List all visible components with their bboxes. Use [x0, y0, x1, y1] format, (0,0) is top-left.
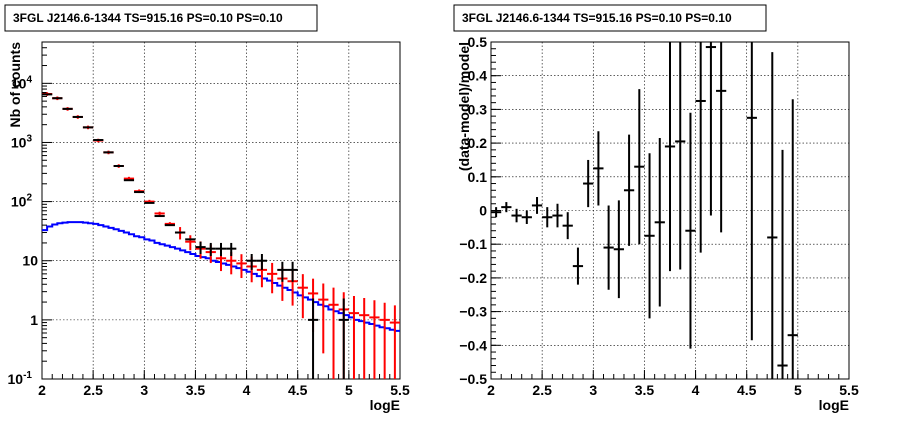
residual-point: [491, 207, 502, 218]
residual-y-tick-label: −0.4: [459, 337, 487, 353]
data-point: [246, 253, 257, 270]
residual-y-tick-label: 0.5: [468, 34, 488, 50]
data-point: [215, 242, 227, 257]
counts-y-axis-label: Nb of counts: [7, 42, 23, 128]
residual-x-axis-label: logE: [819, 397, 849, 413]
counts-x-tick-label: 4: [243, 382, 251, 398]
counts-x-tick-label: 3: [140, 382, 148, 398]
residual-point: [542, 207, 553, 228]
residual-point: [572, 247, 584, 285]
model-bin-marker: [236, 254, 247, 279]
model-bin-marker: [185, 235, 196, 251]
residual-point: [695, 42, 706, 253]
data-point: [256, 253, 268, 270]
model-bin-marker: [359, 298, 370, 379]
model-bin-marker: [348, 295, 360, 379]
model-bin-marker: [328, 287, 339, 379]
residual-point: [511, 208, 522, 223]
residual-y-tick-label: 0.1: [468, 169, 488, 185]
residual-point: [623, 134, 635, 246]
residual-y-tick-label: 0: [479, 203, 487, 219]
residual-point: [746, 42, 757, 341]
model-histogram-line: [42, 221, 400, 332]
counts-panel: 3FGL J2146.6-1344 TS=915.16 PS=0.10 PS=0…: [4, 4, 410, 413]
counts-x-tick-label: 4.5: [288, 382, 308, 398]
residual-point: [664, 42, 676, 272]
residual-y-tick-label: 0.4: [468, 68, 488, 84]
residual-x-tick-label: 2.5: [532, 382, 552, 398]
data-point: [287, 261, 298, 282]
model-bin-marker: [297, 274, 308, 319]
model-bin-marker: [267, 262, 278, 294]
counts-y-tick-label: 103: [11, 133, 33, 150]
residual-point: [613, 200, 624, 299]
data-point: [338, 298, 349, 379]
residual-x-tick-label: 5.5: [839, 382, 859, 398]
counts-y-tick-label: 1: [30, 312, 38, 328]
counts-x-tick-label: 5.5: [390, 382, 410, 398]
counts-title: 3FGL J2146.6-1344 TS=915.16 PS=0.10 PS=0…: [13, 11, 283, 25]
residual-point: [583, 159, 594, 208]
counts-title-box: [4, 4, 318, 32]
residual-point: [716, 42, 727, 233]
residual-point: [562, 212, 573, 240]
model-bin-marker: [389, 305, 400, 379]
residual-title-box: [453, 4, 767, 32]
residual-point: [644, 153, 655, 319]
counts-y-tick-label: 10-1: [8, 370, 33, 387]
residual-point: [777, 149, 788, 379]
residual-y-tick-label: −0.5: [459, 371, 487, 387]
data-point: [307, 298, 319, 379]
residual-x-tick-label: 3: [589, 382, 597, 398]
model-bin-marker: [154, 211, 165, 216]
residual-y-tick-label: −0.2: [459, 270, 487, 286]
residual-title: 3FGL J2146.6-1344 TS=915.16 PS=0.10 PS=0…: [462, 11, 732, 25]
residual-y-tick-label: 0.2: [468, 135, 488, 151]
counts-x-axis-label: logE: [370, 397, 400, 413]
residual-point: [531, 197, 543, 214]
data-point: [205, 242, 216, 257]
residual-x-tick-label: 5: [794, 382, 802, 398]
counts-x-tick-label: 3.5: [186, 382, 206, 398]
residual-point: [552, 203, 563, 228]
residual-x-tick-label: 4.5: [737, 382, 757, 398]
model-bin-marker: [369, 300, 380, 379]
model-bin-marker: [318, 283, 329, 354]
residual-point: [634, 89, 645, 245]
data-point: [226, 242, 237, 257]
residual-panel: 3FGL J2146.6-1344 TS=915.16 PS=0.10 PS=0…: [453, 4, 859, 413]
data-point: [277, 261, 288, 282]
counts-y-tick-label: 10: [22, 253, 38, 269]
counts-y-tick-label: 102: [11, 193, 33, 210]
counts-plot-frame: [41, 41, 401, 380]
model-bin-marker: [379, 302, 390, 379]
counts-x-tick-label: 2: [38, 382, 46, 398]
residual-x-tick-label: 4: [692, 382, 700, 398]
counts-y-tick-label: 104: [11, 74, 33, 91]
data-point: [195, 241, 206, 254]
residual-y-tick-label: 0.3: [468, 101, 488, 117]
residual-point: [593, 131, 604, 206]
residual-point: [654, 138, 665, 307]
residual-point: [705, 42, 717, 216]
residual-point: [685, 112, 696, 349]
counts-x-tick-label: 5: [345, 382, 353, 398]
residual-point: [675, 42, 686, 270]
residual-point: [501, 202, 512, 213]
residual-y-tick-label: −0.1: [459, 236, 487, 252]
counts-x-tick-label: 2.5: [83, 382, 103, 398]
residual-point: [521, 210, 532, 224]
residual-y-axis-label: (data-model)/model: [456, 42, 472, 171]
residual-point: [603, 205, 614, 290]
residual-y-tick-label: −0.3: [459, 304, 487, 320]
residual-point: [787, 99, 798, 379]
residual-x-tick-label: 3.5: [635, 382, 655, 398]
residual-point: [767, 52, 778, 379]
residual-x-tick-label: 2: [487, 382, 495, 398]
